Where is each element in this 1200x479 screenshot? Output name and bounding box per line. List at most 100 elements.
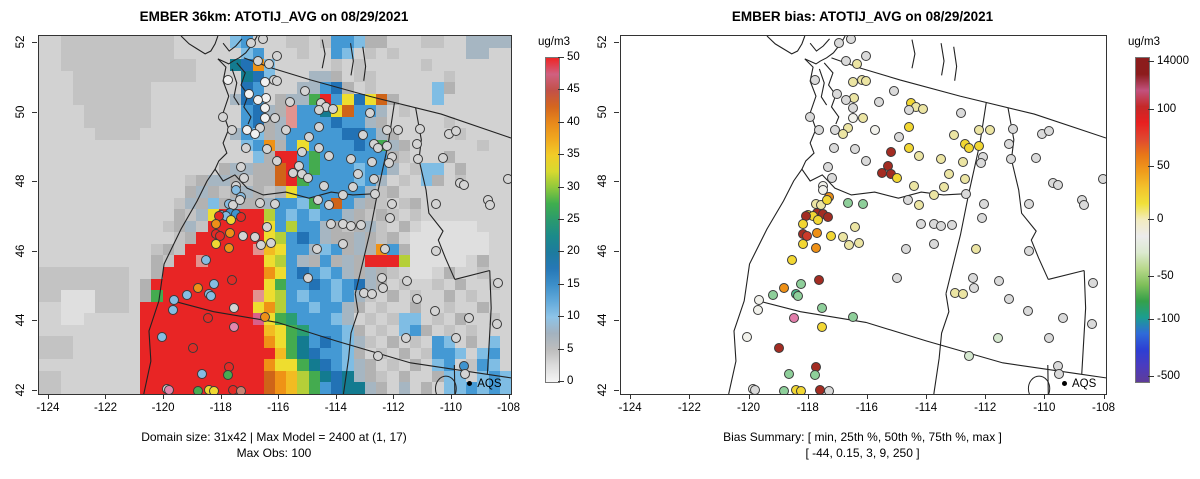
station-dot (1005, 154, 1016, 165)
station-dot (314, 143, 325, 154)
station-dot (438, 153, 449, 164)
station-dot (304, 131, 315, 142)
station-dot (181, 289, 192, 300)
station-dot (366, 157, 377, 168)
x-tick-label: -112 (974, 402, 997, 414)
station-dot (209, 279, 220, 290)
station-dot (874, 96, 885, 107)
station-dot (957, 289, 968, 300)
station-dot (1007, 124, 1018, 135)
aqs-legend: AQS (467, 377, 502, 390)
station-dot (459, 179, 470, 190)
station-dot (918, 104, 929, 115)
station-dot (326, 218, 337, 229)
station-dot (192, 283, 203, 294)
station-dot (257, 36, 268, 44)
station-dot (842, 197, 853, 208)
x-tick-mark (220, 394, 222, 399)
station-dot (319, 181, 330, 191)
station-dot (939, 182, 949, 193)
x-tick-mark (508, 394, 510, 399)
station-dot (348, 182, 359, 193)
station-dot (903, 194, 914, 205)
x-tick-label: -108 (497, 402, 521, 414)
station-dot (353, 168, 364, 179)
y-tick-mark (32, 111, 37, 113)
x-tick-mark (278, 394, 280, 399)
bias-map-plot: AQS (620, 35, 1107, 395)
station-dot (858, 112, 868, 123)
x-tick-label: -122 (93, 402, 117, 414)
station-dot (460, 368, 471, 379)
station-dot (1023, 198, 1034, 209)
station-dot (870, 125, 881, 136)
station-dot (943, 168, 954, 179)
station-dot (393, 125, 404, 136)
station-dot (787, 255, 798, 266)
colorbar-tick-label: 20 (567, 245, 580, 258)
x-tick-mark (163, 394, 165, 399)
station-dot (822, 194, 833, 205)
x-tick-mark (630, 394, 632, 399)
colorbar-tick-label: 100 (1157, 102, 1177, 115)
colorbar-tick-mark (558, 316, 564, 318)
station-dot (947, 220, 958, 231)
x-tick-mark (335, 394, 337, 399)
station-dot (812, 215, 823, 225)
station-dot (1004, 139, 1014, 150)
aqs-legend-label: AQS (477, 377, 502, 390)
station-dot (1044, 333, 1055, 344)
station-dot (402, 275, 413, 286)
station-dot (450, 125, 461, 136)
y-tick-mark (614, 111, 619, 113)
station-dot (838, 129, 849, 140)
y-tick-mark (32, 42, 37, 44)
bias-caption-line1: Bias Summary: [ min, 25th %, 50th %, 75t… (723, 430, 1002, 444)
station-dot (384, 158, 395, 169)
x-tick-mark (926, 394, 928, 399)
station-dot (813, 275, 824, 286)
station-dot (302, 273, 313, 283)
y-tick-label: 46 (15, 244, 27, 258)
colorbar-tick-label: 30 (567, 180, 580, 193)
station-dot (366, 289, 377, 300)
station-dot (241, 143, 252, 154)
station-dot (235, 162, 246, 173)
model-colorbar-units: ug/m3 (538, 36, 570, 48)
station-dot (230, 184, 241, 195)
station-dot (387, 198, 398, 209)
x-tick-label: -118 (796, 402, 819, 414)
station-dot (299, 86, 310, 97)
x-tick-label: -120 (151, 402, 175, 414)
station-dot (222, 75, 233, 86)
colorbar-tick-mark (1148, 108, 1154, 110)
x-tick-mark (748, 394, 750, 399)
x-tick-mark (807, 394, 809, 399)
colorbar-tick-label: 0 (567, 375, 574, 387)
colorbar-tick-label: 15 (567, 277, 580, 290)
y-tick-label: 44 (15, 313, 27, 327)
station-dot (1053, 368, 1064, 379)
station-dot (338, 189, 349, 200)
station-dot (411, 294, 422, 305)
station-dot (250, 129, 261, 140)
y-tick-mark (32, 181, 37, 183)
y-tick-mark (32, 389, 37, 391)
colorbar-tick-mark (558, 348, 564, 350)
station-dot (272, 76, 283, 87)
station-dot (223, 242, 234, 253)
station-dot (385, 212, 396, 223)
station-dot (255, 240, 266, 251)
colorbar-tick-mark (1148, 376, 1154, 378)
station-dot (1031, 153, 1042, 164)
station-dot (382, 125, 393, 136)
x-tick-label: -116 (855, 402, 878, 414)
station-dot (218, 111, 229, 122)
station-dot (372, 351, 383, 362)
station-dot (810, 75, 820, 86)
station-dot (889, 86, 900, 97)
y-tick-label: 44 (597, 313, 609, 327)
station-dot (901, 244, 912, 254)
colorbar-tick-mark (1148, 219, 1154, 220)
x-tick-label: -108 (1092, 402, 1116, 414)
